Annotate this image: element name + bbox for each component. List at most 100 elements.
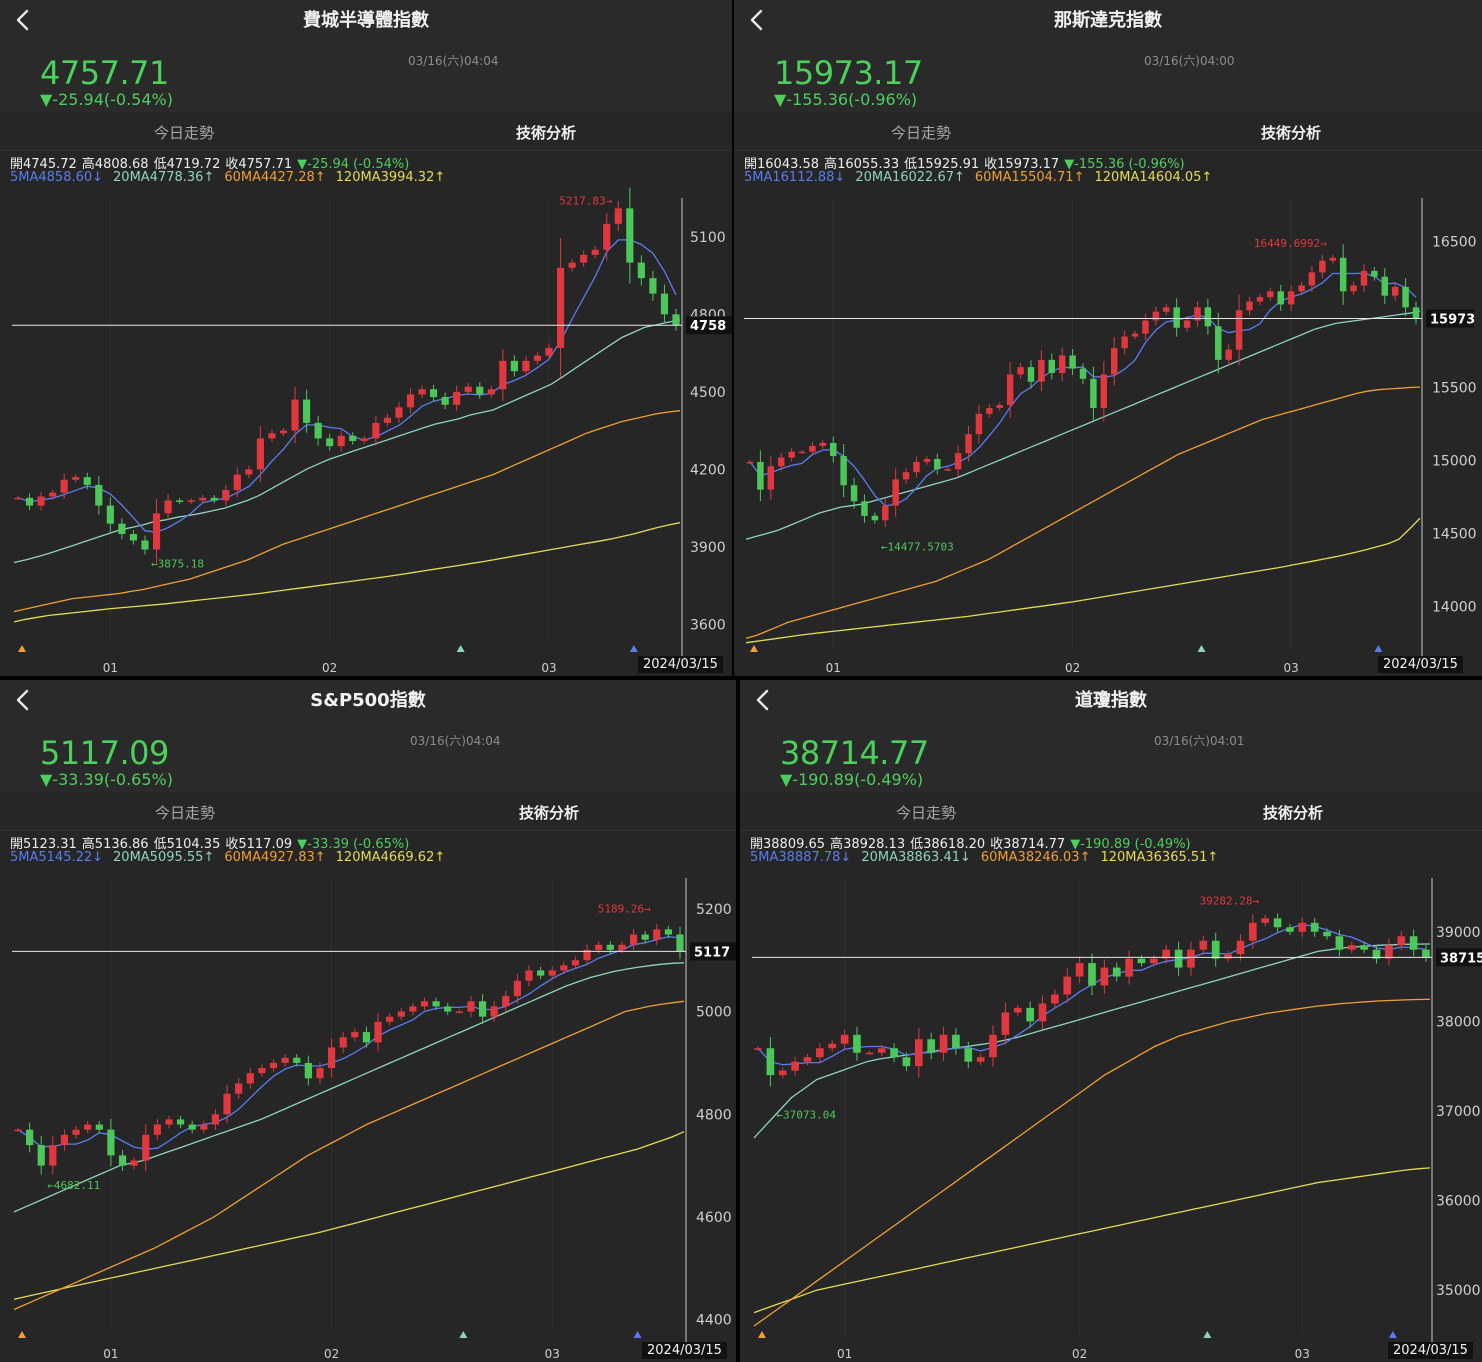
candle (1125, 950, 1133, 985)
candle (478, 994, 487, 1024)
low-annotation: ←37073.04 (776, 1108, 836, 1121)
candlestick-chart: 39000 38000 37000 36000 35000 38715 39282.28→ ←… (752, 878, 1482, 1361)
candle (1273, 913, 1282, 933)
candle (279, 427, 288, 436)
candle (432, 997, 440, 1011)
back-chevron-left-icon[interactable] (746, 8, 770, 32)
tab-today-trend[interactable]: 今日走勢 (891, 124, 952, 142)
date-label: 2024/03/15 (1388, 1342, 1473, 1359)
candle (37, 1136, 45, 1175)
candle (840, 444, 847, 498)
candle (374, 1012, 382, 1052)
high-annotation: 5189.26→ (598, 902, 651, 915)
candle (1256, 293, 1264, 305)
candle (757, 450, 764, 502)
ohlc-high-label: 高 (81, 157, 95, 172)
candle (791, 1056, 799, 1076)
candle (513, 973, 522, 1004)
back-chevron-left-icon[interactable] (12, 688, 36, 712)
candle (464, 383, 472, 396)
candle (840, 1029, 849, 1049)
update-time: 03/16(六)04:00 (1144, 54, 1235, 68)
series-ma20 (13, 319, 681, 564)
candle (952, 1028, 960, 1055)
ohlc-low-value: 15925.91 (917, 157, 980, 172)
candle (316, 1062, 324, 1084)
candle (664, 925, 672, 939)
candle (1298, 281, 1305, 296)
marker-triangle-icon (18, 1331, 26, 1338)
update-time: 03/16(六)04:04 (410, 734, 501, 748)
high-annotation: 5217.83→ (559, 194, 612, 207)
candle (853, 1026, 861, 1061)
y-tick-label: 3600 (690, 617, 726, 633)
y-tick-label: 5100 (690, 230, 726, 246)
legend-ma5: 5MA16112.88↓ (744, 170, 846, 185)
last-value-label: 38715 (1440, 951, 1482, 966)
candle (1277, 284, 1284, 311)
ohlc-close-label: 收 (225, 157, 239, 172)
candle (629, 929, 638, 951)
index-price: 15973.17 (774, 54, 923, 92)
panel-dji: 道瓊指數 38714.77 03/16(六)04:01 ▼-190.89(-0.49%… (740, 680, 1482, 1362)
candle (583, 944, 591, 966)
ohlc-close-label: 收 (990, 837, 1004, 852)
candle (522, 355, 530, 377)
y-tick-label: 39000 (1436, 925, 1481, 941)
candle (141, 535, 149, 555)
candle (72, 474, 80, 483)
candle (892, 468, 899, 517)
tab-today-trend[interactable]: 今日走勢 (155, 804, 216, 822)
tab-today-trend[interactable]: 今日走勢 (154, 124, 215, 142)
candle (152, 498, 161, 564)
x-tick-label: 02 (1072, 1347, 1087, 1361)
tab-technical-analysis[interactable]: 技術分析 (1263, 804, 1324, 822)
tab-technical-analysis[interactable]: 技術分析 (519, 804, 580, 822)
marker-triangle-icon (633, 1331, 642, 1338)
candle (1162, 944, 1171, 964)
candle (1075, 956, 1084, 984)
back-chevron-left-icon[interactable] (12, 8, 36, 32)
candle (819, 440, 827, 449)
legend-ma20: 20MA5095.55↑ (113, 850, 215, 865)
legend-ma5: 5MA4858.60↓ (10, 170, 104, 185)
candle (1422, 945, 1430, 962)
legend-ma20: 20MA16022.67↑ (855, 170, 965, 185)
last-value-box (686, 316, 732, 335)
candle (188, 1120, 196, 1134)
y-tick-label: 4500 (690, 385, 726, 401)
ohlc-open-label: 開 (10, 157, 24, 172)
ohlc-close-value: 4757.71 (238, 157, 293, 172)
tab-technical-analysis[interactable]: 技術分析 (516, 124, 577, 142)
candle (1308, 265, 1316, 292)
date-label: 2024/03/15 (642, 1342, 727, 1359)
ohlc-open-label: 開 (10, 837, 24, 852)
marker-triangle-icon (1388, 1331, 1397, 1338)
ohlc-row: 開4745.72 高4808.68 低4719.72 收4757.71 ▼-25.94 … (10, 153, 409, 172)
marker-triangle-icon (459, 1331, 468, 1338)
candle (487, 385, 495, 399)
series-ma60 (13, 1000, 685, 1311)
candle (766, 1037, 775, 1087)
panel-header: 道瓊指數 38714.77 03/16(六)04:01 ▼-190.89(-0.49%… (740, 680, 1482, 792)
last-value-label: 5117 (694, 945, 730, 960)
tab-today-trend[interactable]: 今日走勢 (896, 804, 957, 822)
candle (1298, 917, 1307, 937)
ohlc-high-value: 38928.13 (843, 837, 906, 852)
update-time: 03/16(六)04:01 (1154, 734, 1245, 748)
tab-technical-analysis[interactable]: 技術分析 (1261, 124, 1322, 142)
back-chevron-left-icon[interactable] (752, 688, 776, 712)
index-title: S&P500指數 (310, 690, 426, 711)
candle (1026, 1001, 1034, 1028)
series-ma5 (17, 935, 681, 1150)
candle (1391, 282, 1399, 301)
candle (1347, 941, 1356, 954)
ohlc-high-label: 高 (824, 157, 838, 172)
candle (1174, 941, 1183, 976)
candle (314, 415, 322, 446)
panel-nasdaq: 那斯達克指數 15973.17 03/16(六)04:00 ▼-155.36(-0.9… (734, 0, 1482, 676)
candlestick-chart: 51004800450042003900360047585217.83→←387… (12, 187, 732, 675)
candle (153, 1119, 161, 1141)
candle (1372, 944, 1381, 964)
ohlc-close-value: 15973.17 (997, 157, 1060, 172)
